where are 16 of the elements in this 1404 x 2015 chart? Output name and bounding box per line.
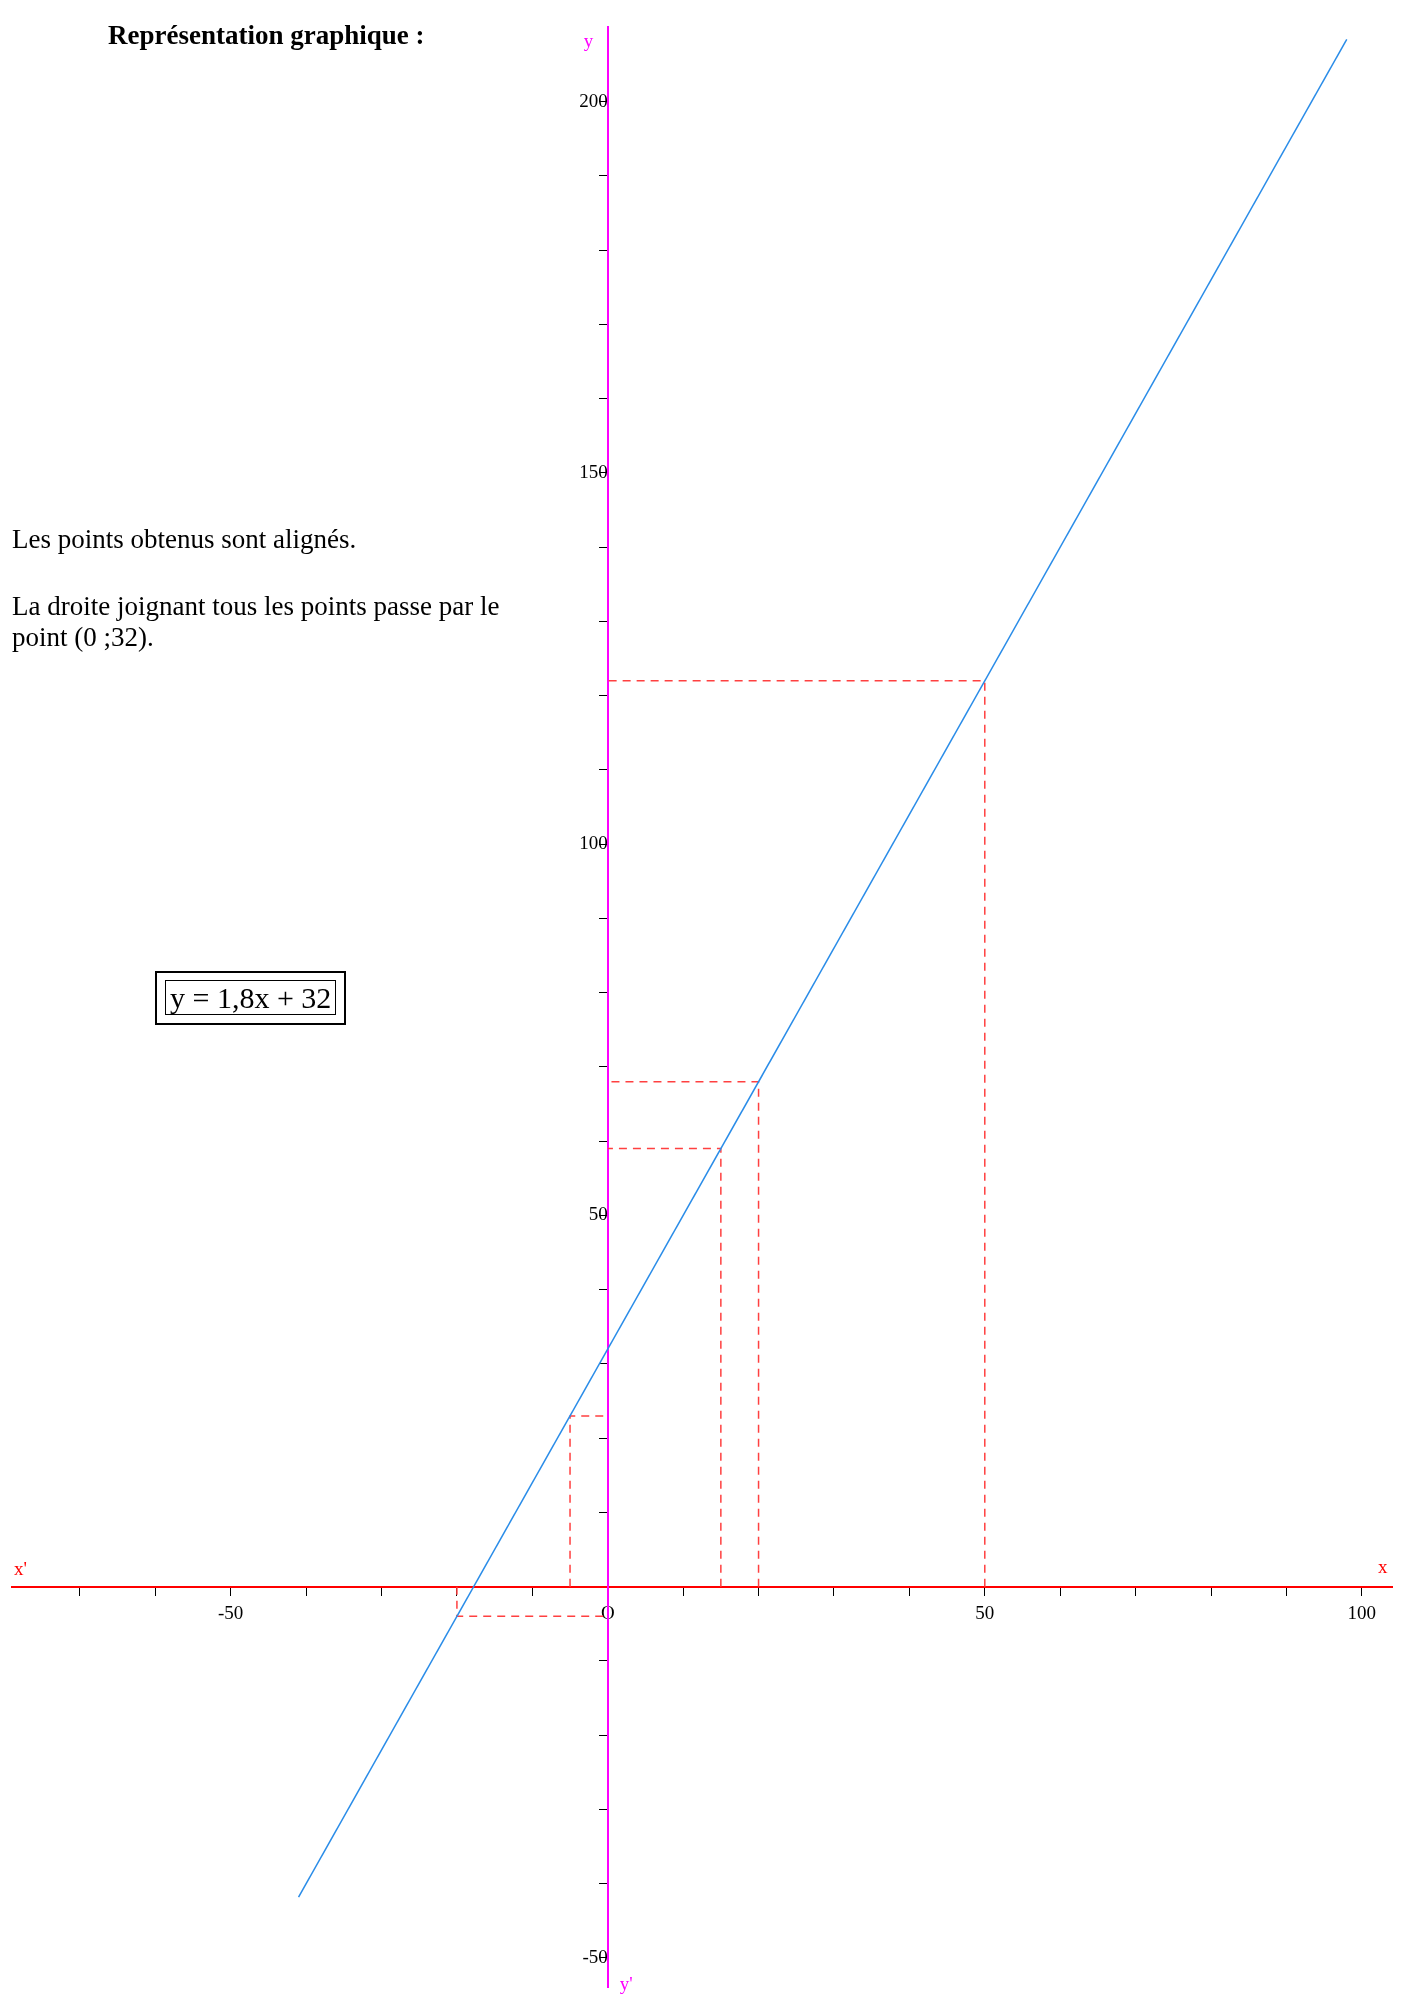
y-tick-label: 100 [579,832,608,854]
y-axis-title: y [583,30,594,52]
x-tick-label: 100 [1347,1602,1377,1624]
y-tick-label: -50 [582,1945,608,1967]
annotation: y' [619,1972,633,1994]
x-tick-label: -50 [218,1602,244,1624]
annotation: La droite joignant tous les points passe par le point (0 ;32). [12,591,501,653]
chart-title: Représentation graphique : [108,20,425,51]
y-tick-label: 50 [588,1203,608,1225]
y-tick-label: 150 [579,460,608,482]
y-tick-label: 200 [579,89,608,111]
x-axis-title: x [1378,1555,1388,1577]
x-tick-label: 50 [975,1602,995,1624]
annotation: y = 1,8x + 32 [165,980,337,1015]
annotation: x' [14,1557,27,1579]
annotation: Les points obtenus sont alignés. [12,524,357,555]
